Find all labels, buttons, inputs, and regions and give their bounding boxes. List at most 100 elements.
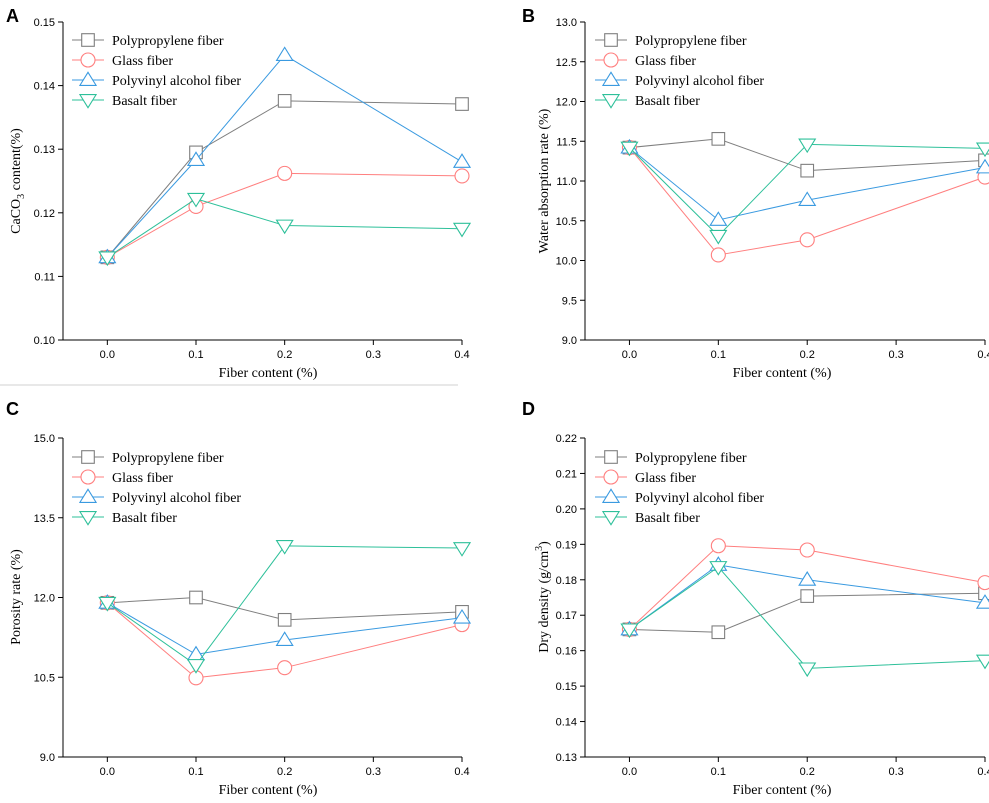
data-point (975, 158, 989, 174)
data-point (277, 612, 292, 627)
data-point (709, 229, 728, 245)
x-axis-title: Fiber content (%) (733, 366, 832, 381)
legend: Polypropylene fiber Glass fiber Polyvinyl … (72, 450, 241, 526)
series-line (629, 545, 986, 630)
y-tick-label: 0.11 (34, 271, 55, 283)
legend-marker (80, 52, 96, 68)
x-tick-label: 0.2 (800, 349, 815, 361)
data-point (186, 192, 206, 208)
data-point (277, 94, 292, 108)
x-tick-label: 0.1 (188, 766, 203, 778)
series-basalt-fiber (98, 192, 472, 267)
data-point (711, 132, 726, 146)
x-axis-title: Fiber content (%) (219, 366, 318, 381)
y-tick-label: 0.14 (34, 81, 55, 93)
series-line (629, 138, 986, 172)
x-tick-label: 0.0 (622, 766, 637, 778)
data-point (800, 163, 815, 178)
data-point (277, 660, 293, 676)
series-line (629, 566, 986, 669)
panel-letter: B (522, 6, 535, 26)
legend-marker (601, 94, 621, 109)
legend-label: Polypropylene fiber (112, 34, 224, 49)
series-line (107, 545, 463, 666)
x-tick-label: 0.1 (188, 349, 203, 361)
legend-label: Polyvinyl alcohol fiber (112, 74, 241, 89)
series-line (629, 143, 986, 237)
data-point (452, 542, 472, 557)
y-axis-title: Dry density (g/cm3) (534, 541, 552, 653)
x-tick-label: 0.1 (711, 349, 726, 361)
data-point (799, 232, 815, 248)
data-point (454, 168, 470, 184)
series-polypropylene-fiber (100, 590, 469, 627)
y-tick-label: 11.5 (556, 136, 577, 148)
y-axis-title: CaCO3 content(%) (9, 128, 27, 234)
axes (62, 22, 462, 341)
legend-marker (78, 488, 98, 503)
series-glass-fiber (99, 165, 470, 265)
data-point (798, 191, 817, 207)
data-point (452, 608, 472, 624)
series-line (106, 54, 463, 258)
y-axis-title: Porosity rate (%) (9, 549, 24, 645)
x-tick-label: 0.4 (454, 766, 469, 778)
x-tick-label: 0.0 (622, 349, 637, 361)
y-tick-label: 10.5 (34, 672, 55, 684)
y-tick-label: 0.15 (34, 17, 55, 29)
legend-marker (80, 469, 96, 485)
legend: Polypropylene fiber Glass fiber Polyvinyl … (595, 33, 764, 109)
y-tick-label: 0.18 (556, 575, 577, 587)
y-tick-label: 9.0 (40, 752, 55, 764)
y-tick-label: 0.13 (34, 144, 55, 156)
series-basalt-fiber (620, 561, 989, 678)
x-tick-label: 0.4 (977, 349, 989, 361)
x-tick-label: 0.3 (888, 766, 903, 778)
legend-marker (78, 71, 98, 86)
data-point (275, 631, 294, 646)
data-point (710, 247, 726, 263)
legend: Polypropylene fiber Glass fiber Polyvinyl … (72, 33, 241, 109)
y-axis-title: Water absorption rate (%) (537, 108, 552, 253)
y-tick-label: 0.15 (556, 681, 577, 693)
series-line (107, 602, 463, 679)
data-point (798, 138, 817, 154)
x-axis-title: Fiber content (%) (219, 783, 318, 798)
legend-label: Basalt fiber (635, 511, 700, 526)
legend-label: Glass fiber (635, 54, 696, 69)
chart-panel-d: D 0.13 0.14 0.15 0.16 0.17 0.18 0.19 0.20 0.21 0.2… (522, 399, 989, 798)
series-line (107, 596, 463, 621)
legend-label: Polyvinyl alcohol fiber (112, 491, 241, 506)
x-tick-label: 0.3 (888, 349, 903, 361)
y-tick-label: 10.0 (556, 256, 577, 268)
data-point (710, 538, 726, 554)
legend-marker (78, 94, 98, 109)
x-tick-label: 0.1 (711, 766, 726, 778)
x-tick-label: 0.3 (366, 766, 381, 778)
y-tick-label: 0.10 (34, 335, 55, 347)
y-tick-label: 0.17 (556, 610, 577, 622)
x-tick-label: 0.2 (800, 766, 815, 778)
legend-label: Polypropylene fiber (635, 34, 747, 49)
legend-marker (604, 450, 618, 464)
legend-label: Polypropylene fiber (112, 451, 224, 466)
legend-marker (601, 488, 621, 503)
y-tick-label: 12.0 (34, 593, 55, 605)
legend-marker (601, 71, 621, 86)
data-point (189, 590, 203, 605)
y-tick-label: 0.22 (556, 433, 577, 445)
y-tick-label: 0.21 (556, 468, 577, 480)
legend-marker (81, 33, 95, 47)
data-point (975, 654, 989, 670)
y-tick-label: 13.0 (556, 17, 577, 29)
x-tick-label: 0.0 (100, 349, 115, 361)
panel-letter: C (6, 399, 19, 419)
x-tick-label: 0.4 (454, 349, 469, 361)
data-point (275, 539, 294, 555)
data-point (620, 623, 639, 639)
series-line (629, 147, 986, 256)
series-line (107, 602, 463, 655)
series-basalt-fiber (620, 138, 989, 245)
chart-panel-b: B 9.0 9.5 10.0 10.5 11.0 11.5 12.0 12.5 13.0 0.0 0.… (522, 6, 989, 381)
